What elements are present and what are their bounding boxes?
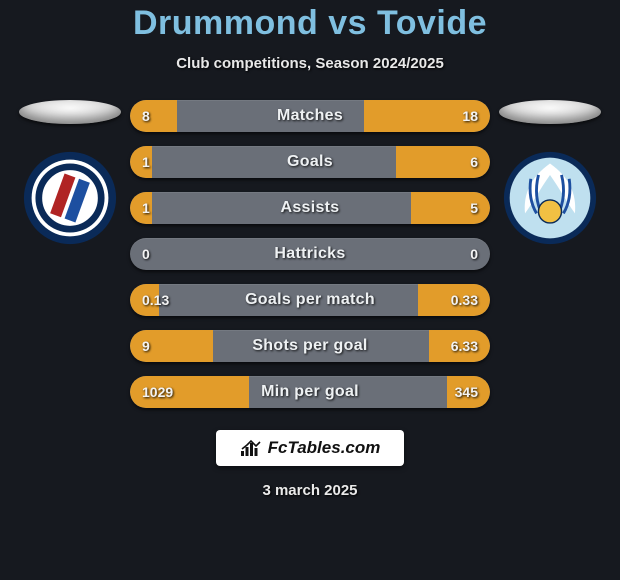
subtitle: Club competitions, Season 2024/2025	[176, 55, 444, 72]
right-side	[490, 100, 610, 246]
stat-value-left: 0.13	[142, 292, 169, 308]
branding-badge: FcTables.com	[216, 430, 405, 466]
stat-label: Matches	[130, 107, 490, 125]
date-label: 3 march 2025	[262, 482, 357, 499]
left-side	[10, 100, 130, 246]
page-title: Drummond vs Tovide	[133, 4, 487, 43]
stat-value-right: 0	[470, 246, 478, 262]
player1-club-badge	[22, 150, 118, 246]
stat-label: Hattricks	[130, 245, 490, 263]
stat-value-right: 18	[462, 108, 478, 124]
content-row: Matches818Goals16Assists15Hattricks00Goa…	[0, 100, 620, 408]
stat-label: Min per goal	[130, 383, 490, 401]
stat-bar: Hattricks0 0	[130, 238, 490, 270]
branding-text: FcTables.com	[268, 438, 381, 458]
stat-value-right: 6.33	[451, 338, 478, 354]
stat-label: Goals	[130, 153, 490, 171]
stat-bar: Assists1 5	[130, 192, 490, 224]
stat-bar: Goals1 6	[130, 146, 490, 178]
branding-icon	[240, 439, 262, 457]
player1-name: Drummond	[133, 4, 318, 42]
vs-label: vs	[328, 4, 367, 42]
stat-value-right: 6	[470, 154, 478, 170]
comparison-card: Drummond vs Tovide Club competitions, Se…	[0, 0, 620, 580]
stat-value-right: 345	[455, 384, 478, 400]
stat-bar: Min per goal1029 345	[130, 376, 490, 408]
player2-marker	[499, 100, 601, 124]
stat-bar: Shots per goal9 6.33	[130, 330, 490, 362]
stat-value-left: 1029	[142, 384, 173, 400]
stats-bars: Matches818Goals16Assists15Hattricks00Goa…	[130, 100, 490, 408]
stat-label: Shots per goal	[130, 337, 490, 355]
player1-marker	[19, 100, 121, 124]
stat-value-left: 1	[142, 200, 150, 216]
stat-label: Assists	[130, 199, 490, 217]
player2-name: Tovide	[377, 4, 487, 42]
stat-value-left: 0	[142, 246, 150, 262]
stat-bar: Matches8 18	[130, 100, 490, 132]
player2-club-badge	[502, 150, 598, 246]
stat-value-right: 0.33	[451, 292, 478, 308]
stat-value-right: 5	[470, 200, 478, 216]
stat-value-left: 1	[142, 154, 150, 170]
stat-value-left: 8	[142, 108, 150, 124]
stat-value-left: 9	[142, 338, 150, 354]
stat-label: Goals per match	[130, 291, 490, 309]
stat-bar: Goals per match0.13 0.33	[130, 284, 490, 316]
